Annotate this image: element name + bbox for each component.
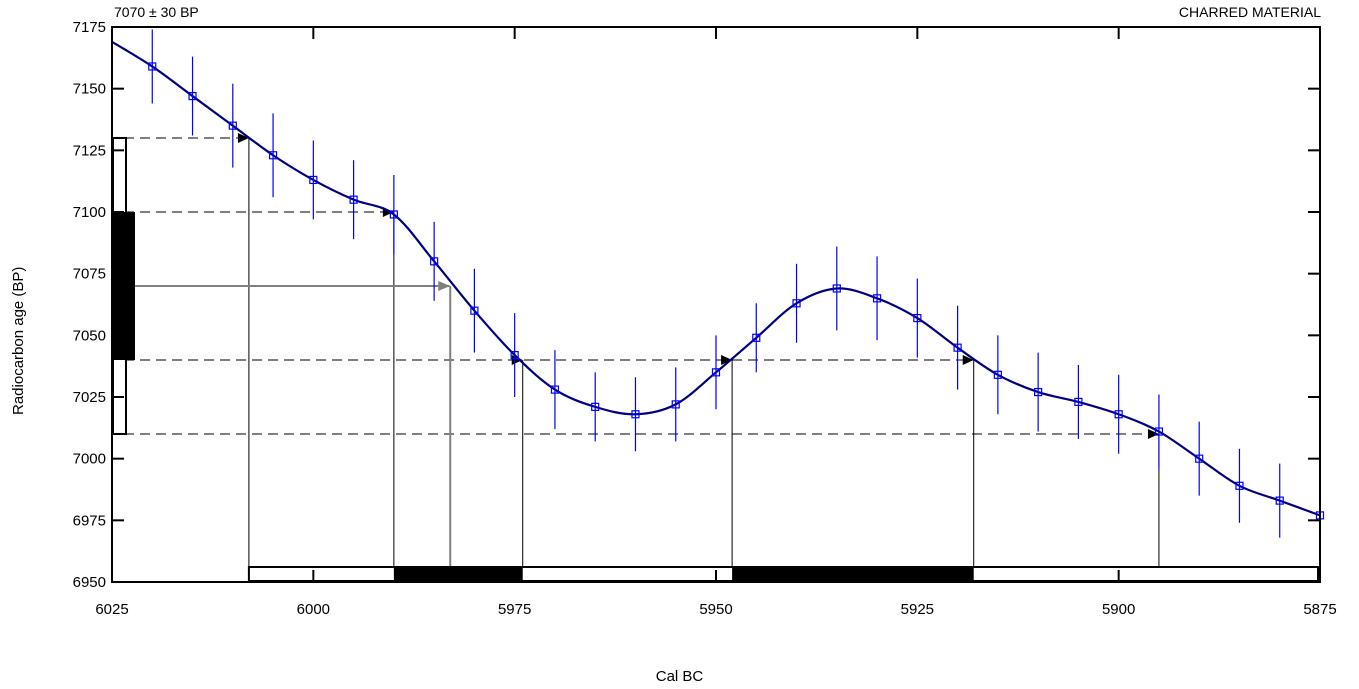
y-tick-label: 7175 bbox=[73, 19, 106, 36]
calibration-curve bbox=[111, 40, 1321, 517]
data-point bbox=[510, 350, 519, 360]
data-point bbox=[349, 195, 358, 204]
data-point bbox=[792, 299, 801, 308]
y-axis-label: Radiocarbon age (BP) bbox=[10, 266, 27, 415]
data-point bbox=[631, 410, 640, 419]
y-tick-label: 7150 bbox=[73, 81, 106, 98]
x-tick-label: 5975 bbox=[498, 601, 531, 618]
data-point bbox=[148, 62, 157, 71]
data-point bbox=[1195, 454, 1204, 463]
y-tick-label: 7075 bbox=[73, 266, 106, 283]
data-point bbox=[228, 121, 237, 130]
data-point bbox=[993, 370, 1002, 379]
data-point bbox=[872, 294, 882, 303]
x-tick-label: 5925 bbox=[901, 601, 934, 618]
data-points-layer bbox=[148, 29, 1325, 538]
x-tick-label: 5900 bbox=[1102, 601, 1135, 618]
sigma1-age-bar bbox=[113, 212, 135, 360]
data-point bbox=[711, 368, 721, 377]
calibration-curve-layer bbox=[111, 40, 1321, 517]
data-point bbox=[913, 313, 922, 323]
x-tick-label: 6025 bbox=[95, 601, 128, 618]
intercept-arrow bbox=[962, 355, 974, 365]
y-tick-label: 7000 bbox=[73, 451, 106, 468]
x-tick-label: 5950 bbox=[699, 601, 732, 618]
data-point bbox=[953, 343, 962, 352]
data-point bbox=[309, 175, 318, 185]
data-point bbox=[1074, 397, 1083, 407]
axes-layer: 6950 6975 7000 7025 7050 7075 7100 7125 7150 7175… bbox=[73, 19, 1337, 618]
y-tick-label: 7100 bbox=[73, 204, 106, 221]
intercept-arrow bbox=[237, 133, 249, 143]
data-point bbox=[188, 91, 197, 101]
sample-age-label: 7070 ± 30 BP bbox=[114, 4, 199, 20]
data-point bbox=[268, 151, 278, 160]
data-point bbox=[1275, 496, 1284, 505]
sigma1-cal-bar bbox=[393, 567, 523, 581]
x-tick-label: 5875 bbox=[1303, 601, 1336, 618]
y-tick-label: 6975 bbox=[73, 512, 106, 529]
sample-age-arrow bbox=[438, 281, 451, 291]
x-axis-label: Cal BC bbox=[655, 668, 704, 685]
y-tick-label: 7050 bbox=[73, 327, 106, 344]
intercept-arrow bbox=[1147, 429, 1159, 439]
data-point bbox=[550, 385, 560, 394]
data-point bbox=[591, 402, 600, 411]
y-tick-label: 6950 bbox=[73, 574, 106, 591]
data-point bbox=[470, 306, 479, 315]
data-point bbox=[1034, 387, 1043, 397]
data-point bbox=[832, 284, 841, 293]
sigma1-cal-bar bbox=[732, 567, 974, 581]
material-label: CHARRED MATERIAL bbox=[1178, 4, 1321, 20]
x-tick-label: 6000 bbox=[297, 601, 330, 618]
data-point bbox=[1154, 427, 1164, 436]
data-point bbox=[1235, 481, 1244, 490]
data-point bbox=[752, 333, 761, 342]
guide-lines-layer bbox=[124, 133, 1160, 569]
y-tick-label: 7125 bbox=[73, 142, 106, 159]
data-point bbox=[1114, 410, 1123, 419]
plot-frame bbox=[111, 26, 1321, 583]
intercept-arrow bbox=[721, 355, 733, 365]
data-point bbox=[389, 210, 398, 219]
data-point bbox=[671, 400, 680, 409]
y-tick-label: 7025 bbox=[73, 389, 106, 406]
data-point bbox=[430, 257, 439, 266]
probability-bars-layer bbox=[112, 137, 1320, 582]
